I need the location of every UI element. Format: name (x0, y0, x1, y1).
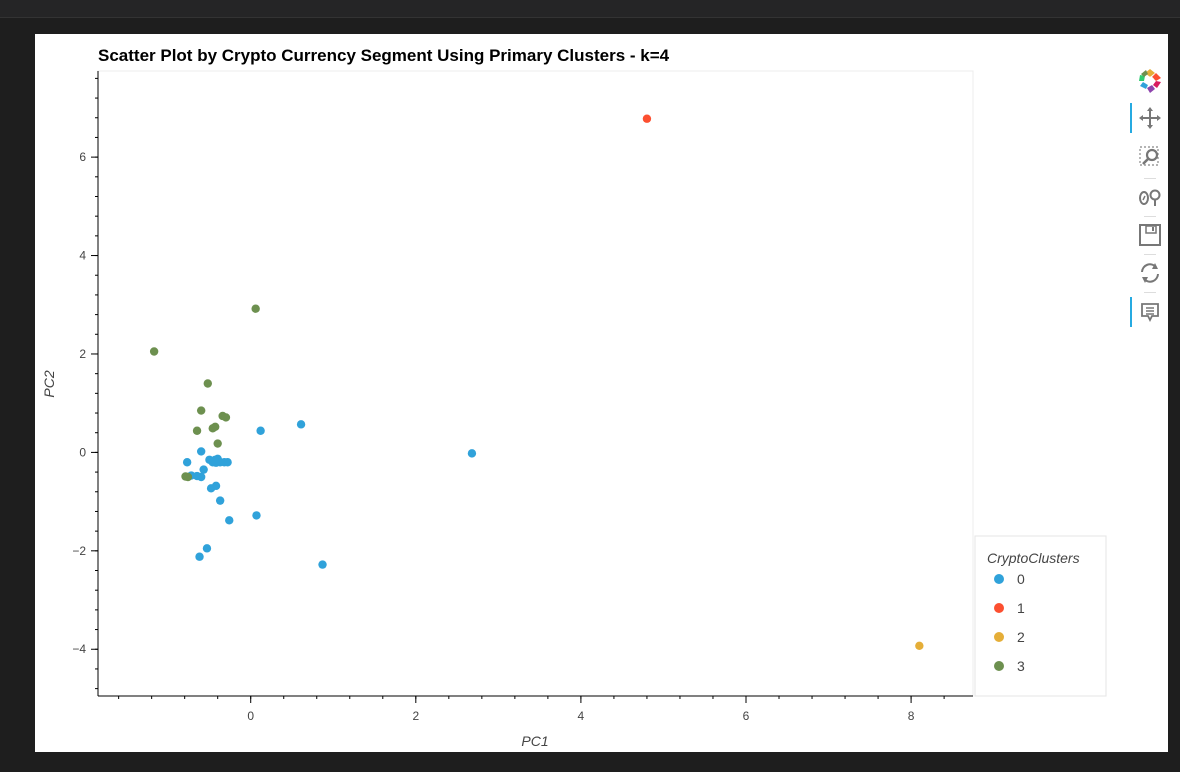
x-axis-ticks: 0 2 4 6 8 (118, 696, 945, 723)
legend-marker-1 (994, 603, 1004, 613)
bokeh-logo-icon[interactable] (1128, 64, 1172, 98)
toolbar-separator (1144, 178, 1156, 179)
legend-label-3: 3 (1017, 658, 1025, 674)
data-point-cluster-0 (211, 481, 221, 491)
x-tick-label: 6 (743, 709, 750, 723)
data-point-cluster-0 (318, 560, 327, 569)
y-tick-label: 4 (79, 249, 86, 263)
data-point-cluster-3 (192, 426, 202, 435)
legend-label-2: 2 (1017, 629, 1025, 645)
data-point-cluster-3 (221, 413, 231, 422)
x-tick-label: 0 (247, 709, 254, 723)
reset-tool[interactable] (1128, 256, 1172, 290)
legend-title: CryptoClusters (987, 550, 1080, 566)
legend-marker-2 (994, 632, 1004, 642)
plot-panel: Scatter Plot by Crypto Currency Segment … (35, 34, 1168, 752)
save-icon (1139, 224, 1161, 246)
toolbar-separator (1144, 292, 1156, 293)
data-point-cluster-3 (183, 472, 193, 482)
data-point-cluster-0 (196, 447, 206, 456)
box-zoom-tool[interactable] (1128, 140, 1172, 174)
scatter-plot: Scatter Plot by Crypto Currency Segment … (41, 46, 1107, 749)
data-point-cluster-0 (195, 552, 204, 561)
data-point-cluster-3 (251, 304, 260, 313)
data-point-cluster-3 (213, 439, 222, 448)
y-axis-ticks: −4 −2 0 2 4 6 (72, 77, 98, 690)
data-point-cluster-3 (203, 379, 212, 388)
data-point-cluster-1 (642, 114, 652, 123)
data-point-cluster-0 (196, 472, 206, 482)
data-point-cluster-0 (225, 516, 234, 525)
y-tick-label: −2 (72, 544, 86, 558)
data-points (149, 114, 924, 651)
y-tick-label: −4 (72, 642, 86, 656)
reset-icon (1141, 263, 1159, 283)
data-point-cluster-0 (202, 544, 212, 553)
wheel-zoom-tool[interactable] (1128, 180, 1172, 214)
x-axis-label: PC1 (521, 733, 548, 749)
data-point-cluster-3 (208, 424, 217, 433)
legend-marker-0 (994, 574, 1004, 584)
wheel-zoom-icon (1139, 189, 1161, 206)
data-point-cluster-0 (467, 449, 477, 458)
save-tool[interactable] (1128, 218, 1172, 252)
data-point-cluster-3 (149, 347, 159, 356)
x-tick-label: 8 (908, 709, 915, 723)
chart-title: Scatter Plot by Crypto Currency Segment … (98, 46, 670, 65)
x-tick-label: 2 (412, 709, 419, 723)
y-tick-label: 0 (79, 445, 86, 459)
data-point-cluster-0 (182, 458, 192, 467)
x-tick-label: 4 (578, 709, 585, 723)
plot-frame (97, 70, 974, 697)
pan-icon (1139, 107, 1161, 129)
data-point-cluster-0 (256, 426, 265, 435)
legend-marker-3 (994, 661, 1004, 671)
legend-label-1: 1 (1017, 600, 1025, 616)
toolbar-separator (1144, 216, 1156, 217)
toolbar-separator (1144, 254, 1156, 255)
pan-tool[interactable] (1128, 101, 1172, 135)
data-point-cluster-0 (211, 458, 221, 467)
legend-label-0: 0 (1017, 571, 1025, 587)
y-tick-label: 6 (79, 150, 86, 164)
window-top-bar (0, 0, 1180, 18)
box-zoom-icon (1139, 146, 1159, 166)
hover-tool[interactable] (1128, 295, 1172, 329)
data-point-cluster-2 (915, 641, 924, 651)
data-point-cluster-0 (252, 511, 261, 520)
data-point-cluster-0 (215, 496, 225, 505)
plot-toolbar (1128, 64, 1172, 344)
y-tick-label: 2 (79, 347, 86, 361)
y-axis-label: PC2 (41, 370, 57, 397)
data-point-cluster-0 (223, 458, 232, 467)
data-point-cluster-0 (199, 465, 208, 474)
hover-icon (1141, 303, 1159, 323)
legend: CryptoClusters 0 1 2 3 (974, 535, 1107, 697)
data-point-cluster-3 (196, 406, 206, 415)
data-point-cluster-0 (296, 420, 306, 429)
